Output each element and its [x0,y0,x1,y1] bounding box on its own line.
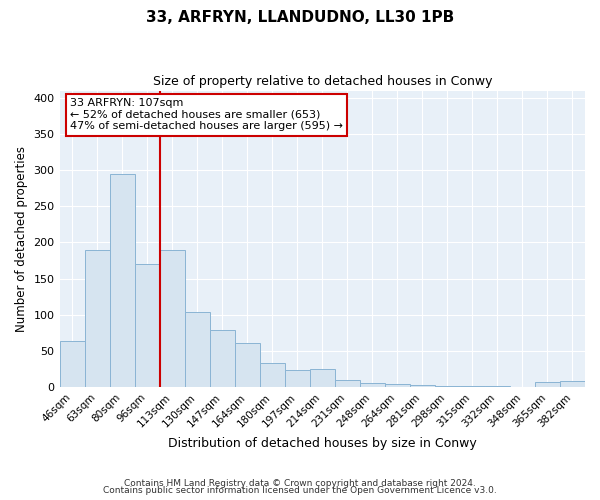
Y-axis label: Number of detached properties: Number of detached properties [15,146,28,332]
Text: Contains HM Land Registry data © Crown copyright and database right 2024.: Contains HM Land Registry data © Crown c… [124,478,476,488]
Bar [235,343,260,387]
Bar [410,385,435,387]
Bar [134,264,160,387]
Bar [560,381,585,387]
Bar [535,382,560,387]
Bar [285,370,310,387]
Bar [485,386,510,387]
Text: 33 ARFRYN: 107sqm
← 52% of detached houses are smaller (653)
47% of semi-detache: 33 ARFRYN: 107sqm ← 52% of detached hous… [70,98,343,131]
Bar [85,250,110,387]
Bar [110,174,134,387]
Text: Contains public sector information licensed under the Open Government Licence v3: Contains public sector information licen… [103,486,497,495]
Title: Size of property relative to detached houses in Conwy: Size of property relative to detached ho… [152,75,492,88]
Bar [335,380,360,387]
Bar [185,312,209,387]
Text: 33, ARFRYN, LLANDUDNO, LL30 1PB: 33, ARFRYN, LLANDUDNO, LL30 1PB [146,10,454,25]
Bar [460,386,485,387]
Bar [385,384,410,387]
Bar [209,330,235,387]
Bar [160,250,185,387]
Bar [260,363,285,387]
Bar [59,342,85,387]
Bar [360,382,385,387]
X-axis label: Distribution of detached houses by size in Conwy: Distribution of detached houses by size … [168,437,476,450]
Bar [435,386,460,387]
Bar [310,369,335,387]
